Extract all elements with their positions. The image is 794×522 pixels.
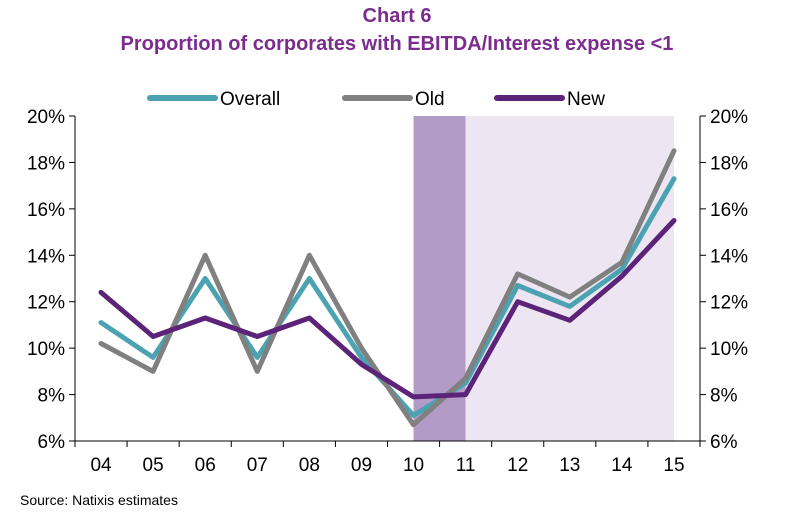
- x-tick-label: 09: [351, 455, 372, 476]
- series-line-old: [98, 148, 677, 428]
- x-tick-label: 08: [299, 455, 320, 476]
- x-tick-label: 06: [195, 455, 216, 476]
- series-line-new: [98, 218, 677, 400]
- x-tick-label: 12: [507, 455, 528, 476]
- x-tick-label: 05: [143, 455, 164, 476]
- left-tick-label: 12%: [27, 293, 65, 314]
- x-tick-label: 07: [247, 455, 268, 476]
- legend-label-old: Old: [415, 89, 445, 110]
- left-tick-label: 6%: [38, 432, 66, 453]
- right-tick-label: 18%: [710, 153, 748, 174]
- right-tick-label: 8%: [710, 386, 738, 407]
- x-tick-label: 10: [403, 455, 424, 476]
- x-tick-label: 04: [90, 455, 112, 476]
- x-tick-label: 11: [456, 455, 476, 476]
- source-note: Source: Natixis estimates: [20, 492, 178, 508]
- left-tick-label: 20%: [27, 107, 65, 128]
- right-tick-label: 16%: [710, 200, 748, 221]
- right-tick-label: 20%: [710, 107, 748, 128]
- left-tick-label: 8%: [38, 386, 66, 407]
- left-tick-label: 16%: [27, 200, 65, 221]
- line-chart: 6% 6% 8% 8% 10% 10% 12% 12% 14% 14% 16% 16% 18% 18% 20…: [27, 89, 748, 476]
- right-tick-label: 6%: [710, 432, 738, 453]
- shaded-region-0: [413, 116, 466, 441]
- shaded-region-1: [465, 116, 674, 441]
- right-tick-label: 14%: [710, 246, 748, 267]
- chart-subtitle: Proportion of corporates with EBITDA/Int…: [120, 33, 674, 55]
- chart-title: Chart 6: [362, 5, 432, 27]
- legend-label-overall: Overall: [220, 89, 280, 110]
- right-tick-label: 10%: [710, 339, 748, 360]
- left-tick-label: 18%: [27, 153, 65, 174]
- left-tick-label: 14%: [27, 246, 65, 267]
- right-tick-label: 12%: [710, 293, 748, 314]
- left-tick-label: 10%: [27, 339, 65, 360]
- legend-label-new: New: [567, 89, 605, 110]
- x-tick-label: 13: [559, 455, 580, 476]
- x-tick-label: 14: [611, 455, 633, 476]
- x-tick-label: 15: [663, 455, 684, 476]
